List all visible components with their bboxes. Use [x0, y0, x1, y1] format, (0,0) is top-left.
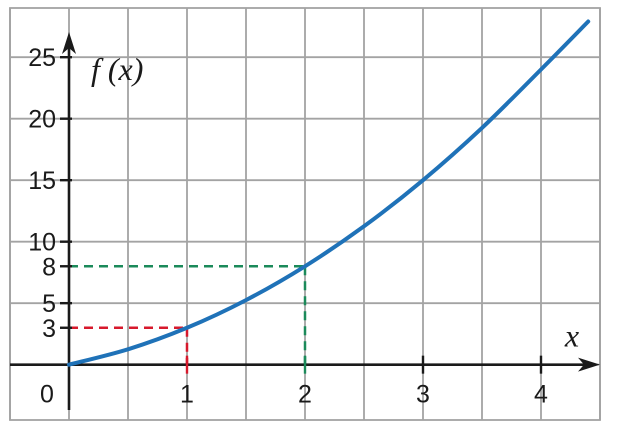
y-axis-arrow [62, 32, 76, 54]
y-axis-title: f (x) [91, 51, 143, 87]
x-tick-label: 1 [180, 381, 194, 409]
x-axis-arrow [578, 357, 600, 372]
series-layer [67, 19, 591, 367]
y-tick-label: 25 [28, 44, 56, 72]
y-tick-label: 20 [28, 106, 56, 134]
x-tick-label: 3 [416, 381, 430, 409]
plot-border [9, 7, 601, 421]
y-tick-label: 15 [28, 167, 56, 195]
y-tick-label: 10 [28, 229, 56, 257]
x-axis-title: x [564, 318, 579, 354]
y-tick-label: 3 [42, 315, 56, 343]
x-tick-label: 2 [298, 381, 312, 409]
y-tick-label: 5 [42, 290, 56, 318]
origin-label: 0 [40, 381, 54, 409]
series-curve [67, 19, 591, 367]
x-tick-label: 4 [534, 381, 548, 409]
y-tick-label: 8 [42, 253, 56, 281]
chart-axes [10, 32, 600, 410]
